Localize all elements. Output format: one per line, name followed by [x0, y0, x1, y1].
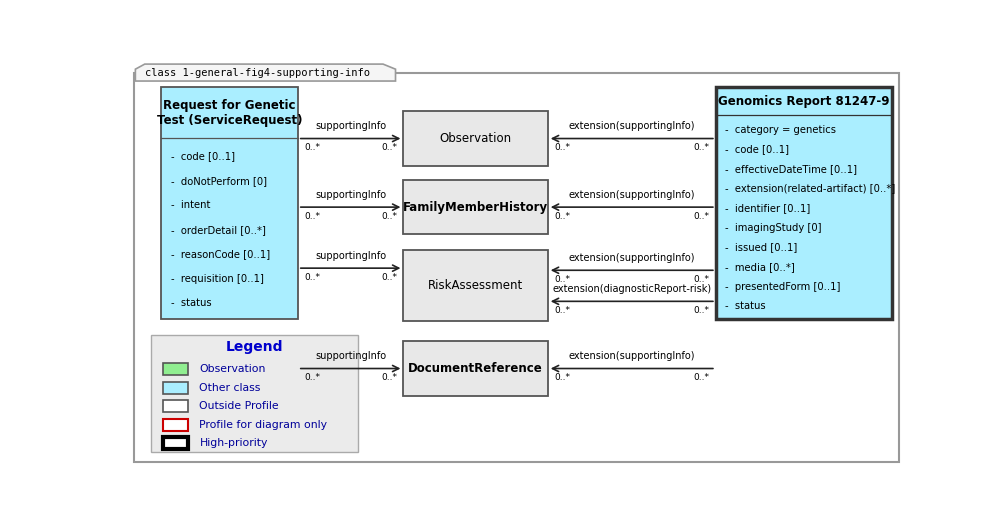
FancyBboxPatch shape: [163, 400, 188, 412]
Text: -  requisition [0..1]: - requisition [0..1]: [170, 274, 263, 283]
Polygon shape: [135, 64, 395, 81]
Text: 0..*: 0..*: [694, 374, 710, 383]
Text: 0..*: 0..*: [694, 212, 710, 221]
Text: -  code [0..1]: - code [0..1]: [170, 151, 235, 161]
Text: supportingInfo: supportingInfo: [316, 351, 386, 361]
FancyBboxPatch shape: [151, 335, 358, 452]
Text: RiskAssessment: RiskAssessment: [428, 279, 523, 292]
Text: supportingInfo: supportingInfo: [316, 190, 386, 200]
Text: -  category = genetics: - category = genetics: [725, 125, 837, 135]
FancyBboxPatch shape: [403, 180, 548, 234]
Text: -  orderDetail [0..*]: - orderDetail [0..*]: [170, 225, 265, 235]
Text: Observation: Observation: [439, 132, 512, 145]
Text: extension(supportingInfo): extension(supportingInfo): [569, 121, 696, 132]
FancyBboxPatch shape: [403, 341, 548, 396]
FancyBboxPatch shape: [134, 73, 899, 462]
Text: supportingInfo: supportingInfo: [316, 251, 386, 261]
FancyBboxPatch shape: [161, 87, 298, 319]
Text: 0..*: 0..*: [554, 212, 571, 221]
Text: -  extension(related-artifact) [0..*]: - extension(related-artifact) [0..*]: [725, 183, 895, 193]
FancyBboxPatch shape: [163, 382, 188, 394]
Text: extension(supportingInfo): extension(supportingInfo): [569, 351, 696, 361]
Text: -  code [0..1]: - code [0..1]: [725, 144, 789, 154]
Text: 0..*: 0..*: [694, 275, 710, 284]
Text: 0..*: 0..*: [304, 273, 321, 282]
Text: Genomics Report 81247-9: Genomics Report 81247-9: [718, 94, 889, 107]
Text: 0..*: 0..*: [304, 144, 321, 152]
Text: 0..*: 0..*: [304, 212, 321, 221]
Text: Other class: Other class: [200, 383, 261, 393]
Text: -  effectiveDateTime [0..1]: - effectiveDateTime [0..1]: [725, 164, 857, 174]
FancyBboxPatch shape: [716, 87, 891, 319]
Text: High-priority: High-priority: [200, 438, 268, 448]
Text: 0..*: 0..*: [554, 144, 571, 152]
Text: Outside Profile: Outside Profile: [200, 401, 279, 411]
Text: extension(supportingInfo): extension(supportingInfo): [569, 253, 696, 263]
Text: 0..*: 0..*: [694, 144, 710, 152]
Text: -  status: - status: [170, 298, 211, 308]
Text: Observation: Observation: [200, 365, 266, 375]
Text: -  imagingStudy [0]: - imagingStudy [0]: [725, 223, 822, 233]
Text: 0..*: 0..*: [554, 374, 571, 383]
Text: -  media [0..*]: - media [0..*]: [725, 262, 795, 272]
Text: Profile for diagram only: Profile for diagram only: [200, 420, 328, 430]
FancyBboxPatch shape: [163, 419, 188, 431]
FancyBboxPatch shape: [163, 437, 188, 449]
Text: -  identifier [0..1]: - identifier [0..1]: [725, 203, 810, 213]
Text: supportingInfo: supportingInfo: [316, 121, 386, 132]
Text: class 1-general-fig4-supporting-info: class 1-general-fig4-supporting-info: [145, 68, 370, 78]
FancyBboxPatch shape: [403, 111, 548, 166]
Text: extension(diagnosticReport-risk): extension(diagnosticReport-risk): [552, 284, 712, 294]
Text: 0..*: 0..*: [381, 212, 397, 221]
Text: 0..*: 0..*: [694, 306, 710, 315]
Text: -  intent: - intent: [170, 200, 210, 210]
Text: DocumentReference: DocumentReference: [408, 362, 543, 375]
Text: -  issued [0..1]: - issued [0..1]: [725, 243, 797, 253]
Text: 0..*: 0..*: [381, 273, 397, 282]
Text: Request for Genetic
Test (ServiceRequest): Request for Genetic Test (ServiceRequest…: [157, 99, 302, 127]
Text: -  reasonCode [0..1]: - reasonCode [0..1]: [170, 249, 270, 259]
Text: 0..*: 0..*: [381, 374, 397, 383]
Text: -  doNotPerform [0]: - doNotPerform [0]: [170, 176, 266, 186]
FancyBboxPatch shape: [403, 250, 548, 321]
Text: 0..*: 0..*: [304, 374, 321, 383]
Text: FamilyMemberHistory: FamilyMemberHistory: [403, 201, 548, 214]
Text: 0..*: 0..*: [554, 306, 571, 315]
Text: 0..*: 0..*: [381, 144, 397, 152]
Text: -  presentedForm [0..1]: - presentedForm [0..1]: [725, 282, 841, 292]
Text: 0..*: 0..*: [554, 275, 571, 284]
Text: -  status: - status: [725, 301, 766, 311]
Text: Legend: Legend: [226, 340, 283, 354]
Text: extension(supportingInfo): extension(supportingInfo): [569, 190, 696, 200]
FancyBboxPatch shape: [163, 363, 188, 376]
